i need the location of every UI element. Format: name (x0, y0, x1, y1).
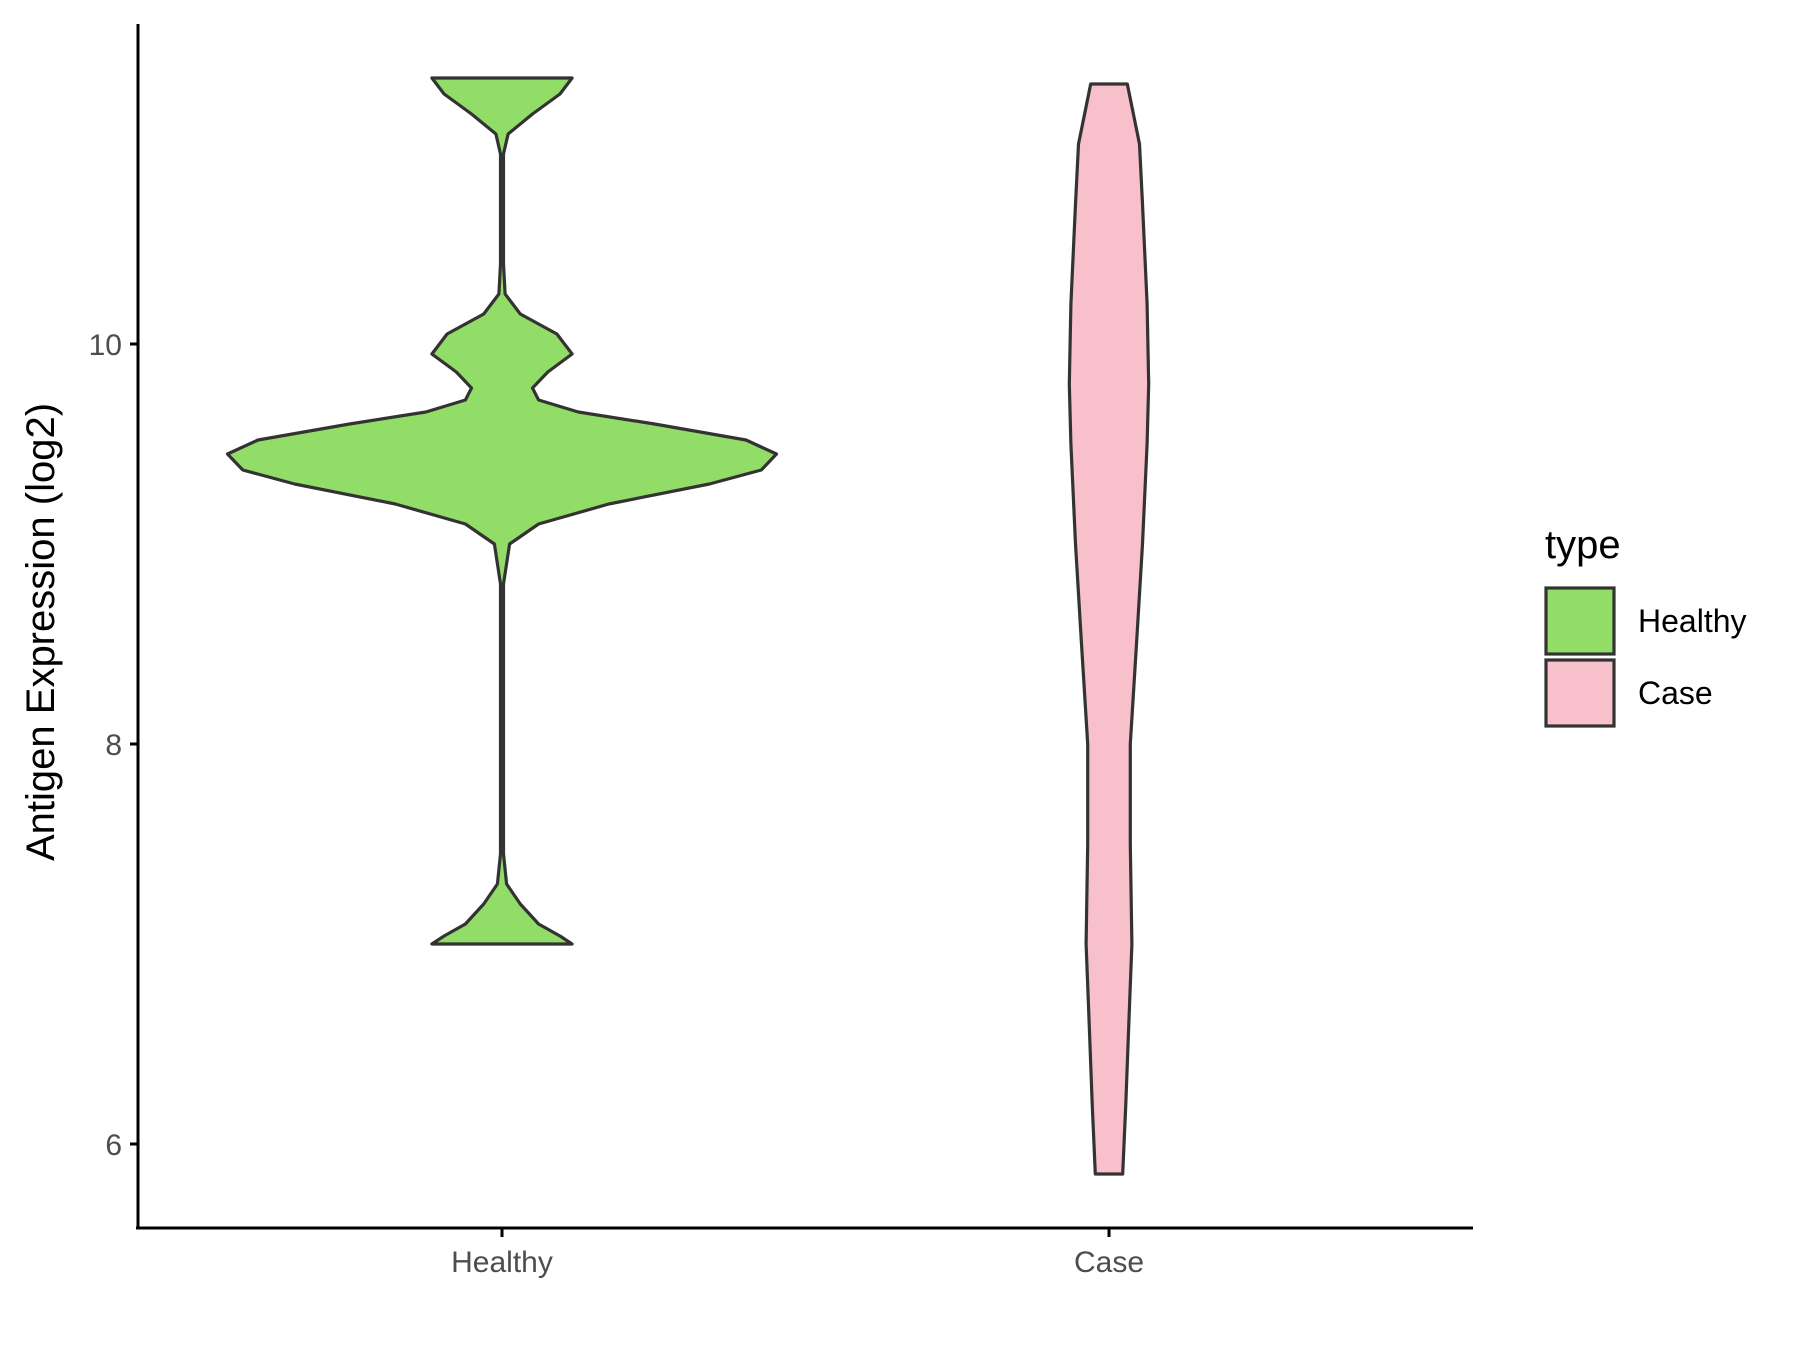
violin-layer (225, 76, 1151, 1176)
y-tick-label: 10 (89, 329, 122, 362)
legend-label-healthy: Healthy (1638, 603, 1747, 639)
legend-items: Healthy Case (1544, 586, 1747, 728)
y-tick-label: 6 (105, 1129, 122, 1162)
legend: type Healthy Case (1544, 523, 1747, 728)
y-tick-label: 8 (105, 729, 122, 762)
violin-healthy (225, 76, 779, 946)
x-ticks: Healthy Case (451, 1228, 1144, 1279)
violin-case (1067, 82, 1151, 1176)
legend-label-case: Case (1638, 675, 1713, 711)
x-tick-label: Healthy (451, 1246, 553, 1279)
x-tick-label: Case (1074, 1246, 1144, 1279)
y-ticks: 6 8 10 (89, 329, 138, 1162)
legend-title: type (1545, 523, 1621, 567)
y-axis-title: Antigen Expression (log2) (19, 403, 63, 861)
legend-swatch-case (1544, 658, 1616, 728)
legend-swatch-healthy (1544, 586, 1616, 656)
